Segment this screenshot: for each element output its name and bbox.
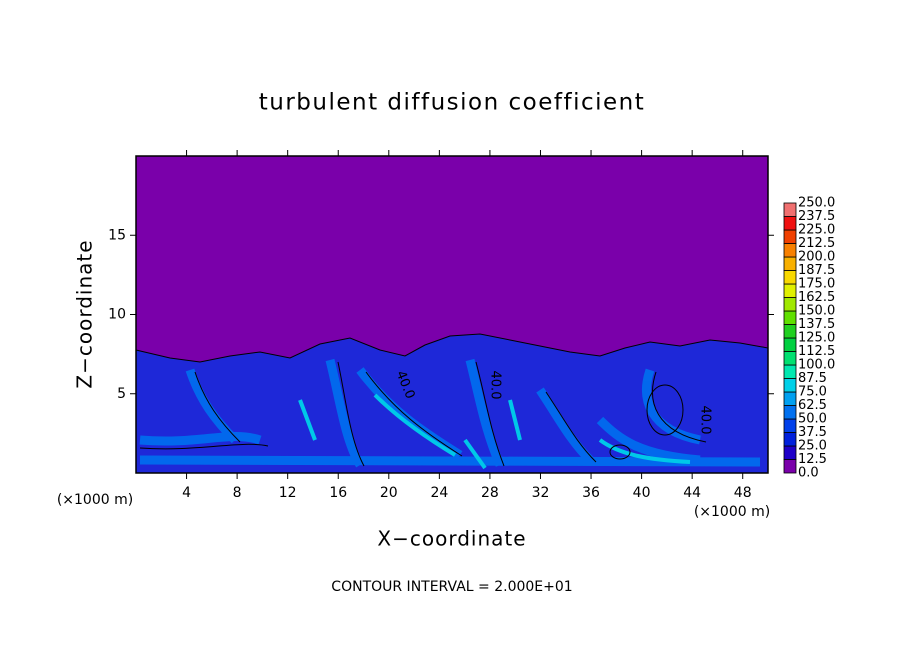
colorbar-box bbox=[783, 229, 797, 244]
colorbar-box bbox=[783, 243, 797, 258]
contour-label: 40.0 bbox=[488, 371, 503, 400]
colorbar-label: 175.0 bbox=[798, 277, 835, 292]
x-tick-label: 20 bbox=[380, 485, 398, 501]
colorbar-label: 237.5 bbox=[798, 209, 835, 224]
x-tick-label: 44 bbox=[683, 485, 701, 501]
x-tick-label: 48 bbox=[734, 485, 752, 501]
colorbar-box bbox=[783, 432, 797, 447]
y-axis-label: Z−coordinate bbox=[73, 239, 97, 388]
colorbar-box bbox=[783, 445, 797, 460]
colorbar-label: 12.5 bbox=[798, 452, 827, 467]
colorbar-box bbox=[783, 337, 797, 352]
colorbar-label: 75.0 bbox=[798, 385, 827, 400]
colorbar-box bbox=[783, 324, 797, 339]
colorbar-label: 62.5 bbox=[798, 398, 827, 413]
colorbar-box bbox=[783, 364, 797, 379]
footer-note: CONTOUR INTERVAL = 2.000E+01 bbox=[331, 579, 572, 595]
field bbox=[135, 156, 769, 474]
colorbar-label: 25.0 bbox=[798, 439, 827, 454]
x-tick-label: 16 bbox=[329, 485, 347, 501]
x-axis-label: X−coordinate bbox=[377, 527, 526, 551]
x-tick-label: 24 bbox=[430, 485, 448, 501]
colorbar-box bbox=[783, 310, 797, 325]
colorbar-box bbox=[783, 351, 797, 366]
colorbar-box bbox=[783, 459, 797, 474]
colorbar-box bbox=[783, 256, 797, 271]
colorbar-label: 125.0 bbox=[798, 331, 835, 346]
colorbar-box bbox=[783, 270, 797, 285]
chart-title: turbulent diffusion coefficient bbox=[259, 90, 646, 116]
colorbar-label: 37.5 bbox=[798, 425, 827, 440]
colorbar-label: 200.0 bbox=[798, 250, 835, 265]
colorbar-box bbox=[783, 405, 797, 420]
x-unit: (×1000 m) bbox=[57, 492, 133, 508]
colorbar-label: 87.5 bbox=[798, 371, 827, 386]
colorbar-label: 162.5 bbox=[798, 290, 835, 305]
contour-label: 40.0 bbox=[698, 406, 713, 435]
colorbar-label: 150.0 bbox=[798, 304, 835, 319]
colorbar-box bbox=[783, 378, 797, 393]
contour-lines bbox=[139, 361, 707, 467]
colorbar-box bbox=[783, 297, 797, 312]
colorbar-label: 112.5 bbox=[798, 344, 835, 359]
colorbar-box bbox=[783, 202, 797, 217]
x-tick-label: 4 bbox=[182, 485, 191, 501]
colorbar-label: 225.0 bbox=[798, 223, 835, 238]
y-tick-label: 15 bbox=[108, 227, 126, 243]
colorbar-label: 50.0 bbox=[798, 412, 827, 427]
colorbar-box bbox=[783, 216, 797, 231]
x-tick-label: 12 bbox=[279, 485, 297, 501]
x-tick-label: 28 bbox=[481, 485, 499, 501]
x-tick-label: 40 bbox=[633, 485, 651, 501]
colorbar-box bbox=[783, 391, 797, 406]
colorbar-label: 100.0 bbox=[798, 358, 835, 373]
x-tick-label: 32 bbox=[532, 485, 550, 501]
colorbar-label: 137.5 bbox=[798, 317, 835, 332]
colorbar-label: 0.0 bbox=[798, 466, 819, 481]
field-highs bbox=[298, 393, 691, 470]
colorbar-box bbox=[783, 283, 797, 298]
y-tick-label: 10 bbox=[108, 307, 126, 323]
x-tick-label: 8 bbox=[233, 485, 242, 501]
colorbar-box bbox=[783, 418, 797, 433]
colorbar-label: 212.5 bbox=[798, 236, 835, 251]
y-tick-label: 5 bbox=[117, 386, 126, 402]
colorbar-label: 250.0 bbox=[798, 196, 835, 211]
x-tick-label: 36 bbox=[582, 485, 600, 501]
colorbar-label: 187.5 bbox=[798, 263, 835, 278]
field-region bbox=[135, 333, 769, 474]
x-unit-right: (×1000 m) bbox=[694, 504, 770, 520]
